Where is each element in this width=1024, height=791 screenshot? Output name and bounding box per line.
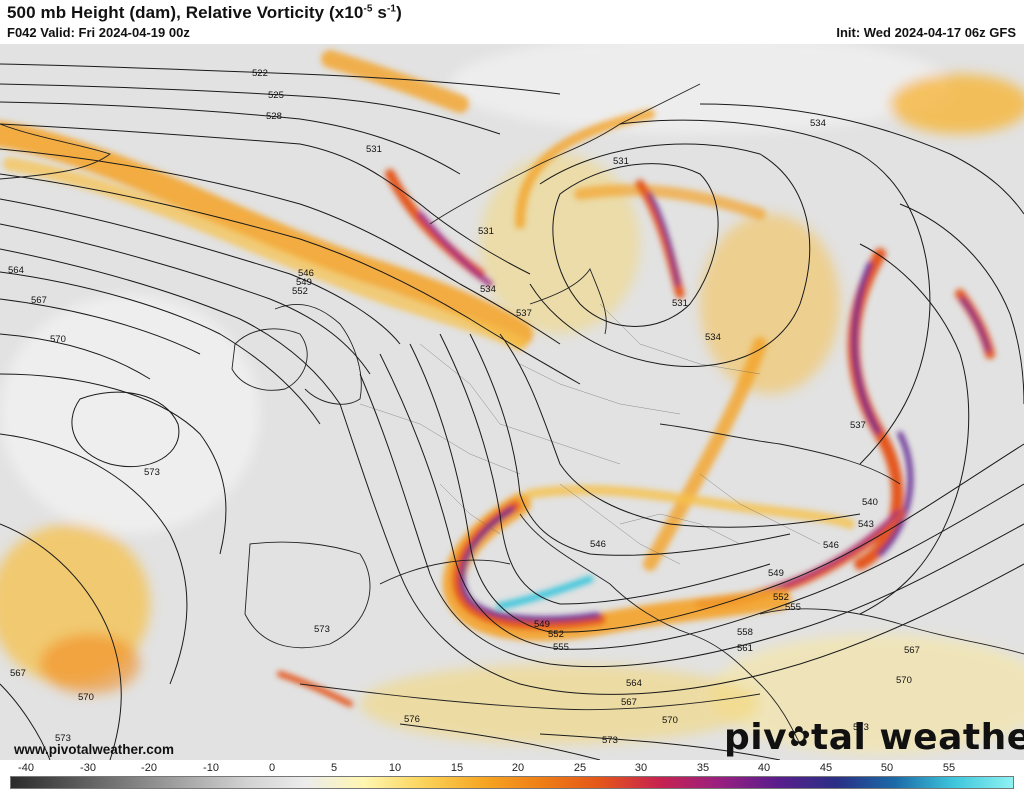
contour-label: 549: [768, 568, 784, 579]
contour-label: 531: [366, 144, 382, 155]
pivotal-weather-logo: piv✿tal weather: [724, 717, 1024, 758]
contour-label: 567: [621, 697, 637, 708]
colorbar-tick-label: 30: [634, 762, 648, 774]
valid-time: F042 Valid: Fri 2024-04-19 00z: [7, 25, 190, 40]
contour-label: 552: [773, 592, 789, 603]
vorticity-shading: [0, 44, 1024, 754]
contour-label: 534: [810, 118, 826, 129]
colorbar-tick-label: -30: [80, 762, 96, 774]
contour-label: 573: [144, 467, 160, 478]
contour-label: 540: [862, 497, 878, 508]
colorbar-tick-label: 40: [757, 762, 771, 774]
contour-label: 573: [853, 722, 869, 733]
contour-label: 573: [55, 733, 71, 744]
contour-labels: 522 525 528 531 531 531 531 534 534 534 …: [8, 68, 920, 746]
site-url: www.pivotalweather.com: [14, 742, 175, 757]
colorbar-tick-label: 50: [880, 762, 894, 774]
contour-label: 552: [548, 629, 564, 640]
contour-label: 555: [785, 602, 801, 613]
contour-label: 531: [478, 226, 494, 237]
contour-label: 558: [737, 627, 753, 638]
contour-label: 555: [553, 642, 569, 653]
contour-label: 567: [10, 668, 26, 679]
vorticity-bands: [0, 50, 995, 707]
contour-label: 570: [50, 334, 66, 345]
contour-label: 576: [404, 714, 420, 725]
contour-label: 522: [252, 68, 268, 79]
contour-label: 561: [737, 643, 753, 654]
colorbar-tick-label: 55: [942, 762, 956, 774]
colorbar-tick-label: -40: [18, 762, 34, 774]
contour-label: 573: [602, 735, 618, 746]
colorbar-tick-label: 20: [511, 762, 525, 774]
chart-header: 500 mb Height (dam), Relative Vorticity …: [0, 0, 1024, 44]
init-time: Init: Wed 2024-04-17 06z GFS: [836, 25, 1016, 40]
contour-label: 537: [850, 420, 866, 431]
height-contours: [0, 63, 1024, 760]
contour-label: 546: [590, 539, 606, 550]
contour-label: 531: [613, 156, 629, 167]
colorbar-tick-label: 25: [573, 762, 587, 774]
vorticity-colorbar: [10, 776, 1014, 789]
contour-label: 573: [314, 624, 330, 635]
map-panel: 522 525 528 531 531 531 531 534 534 534 …: [0, 44, 1024, 760]
colorbar-tick-label: -10: [203, 762, 219, 774]
contour-label: 546: [823, 540, 839, 551]
contour-label: 567: [31, 295, 47, 306]
colorbar-tick-label: 35: [696, 762, 710, 774]
colorbar-tick-label: 45: [819, 762, 833, 774]
colorbar-tick-label: 15: [450, 762, 464, 774]
colorbar-tick-label: -20: [141, 762, 157, 774]
contour-label: 525: [268, 90, 284, 101]
contour-label: 552: [292, 286, 308, 297]
contour-label: 564: [626, 678, 642, 689]
contour-label: 543: [858, 519, 874, 530]
contour-label: 549: [534, 619, 550, 630]
contour-label: 567: [904, 645, 920, 656]
map-title: 500 mb Height (dam), Relative Vorticity …: [7, 3, 402, 22]
political-borders: [359, 303, 821, 565]
contour-label: 546: [298, 268, 314, 279]
contour-label: 549: [296, 277, 312, 288]
gear-icon: ✿: [787, 720, 812, 753]
colorbar-tick-label: 10: [388, 762, 402, 774]
contour-label: 534: [480, 284, 496, 295]
contour-label: 537: [516, 308, 532, 319]
contour-label: 528: [266, 111, 282, 122]
contour-label: 570: [78, 692, 94, 703]
contour-label: 564: [8, 265, 24, 276]
contour-label: 534: [705, 332, 721, 343]
coastlines: [0, 83, 1024, 745]
contour-label: 531: [672, 298, 688, 309]
colorbar-tick-label: 0: [268, 762, 276, 774]
contour-label: 570: [662, 715, 678, 726]
map-canvas: 522 525 528 531 531 531 531 534 534 534 …: [0, 44, 1024, 760]
contour-label: 570: [896, 675, 912, 686]
colorbar-tick-label: 5: [330, 762, 338, 774]
